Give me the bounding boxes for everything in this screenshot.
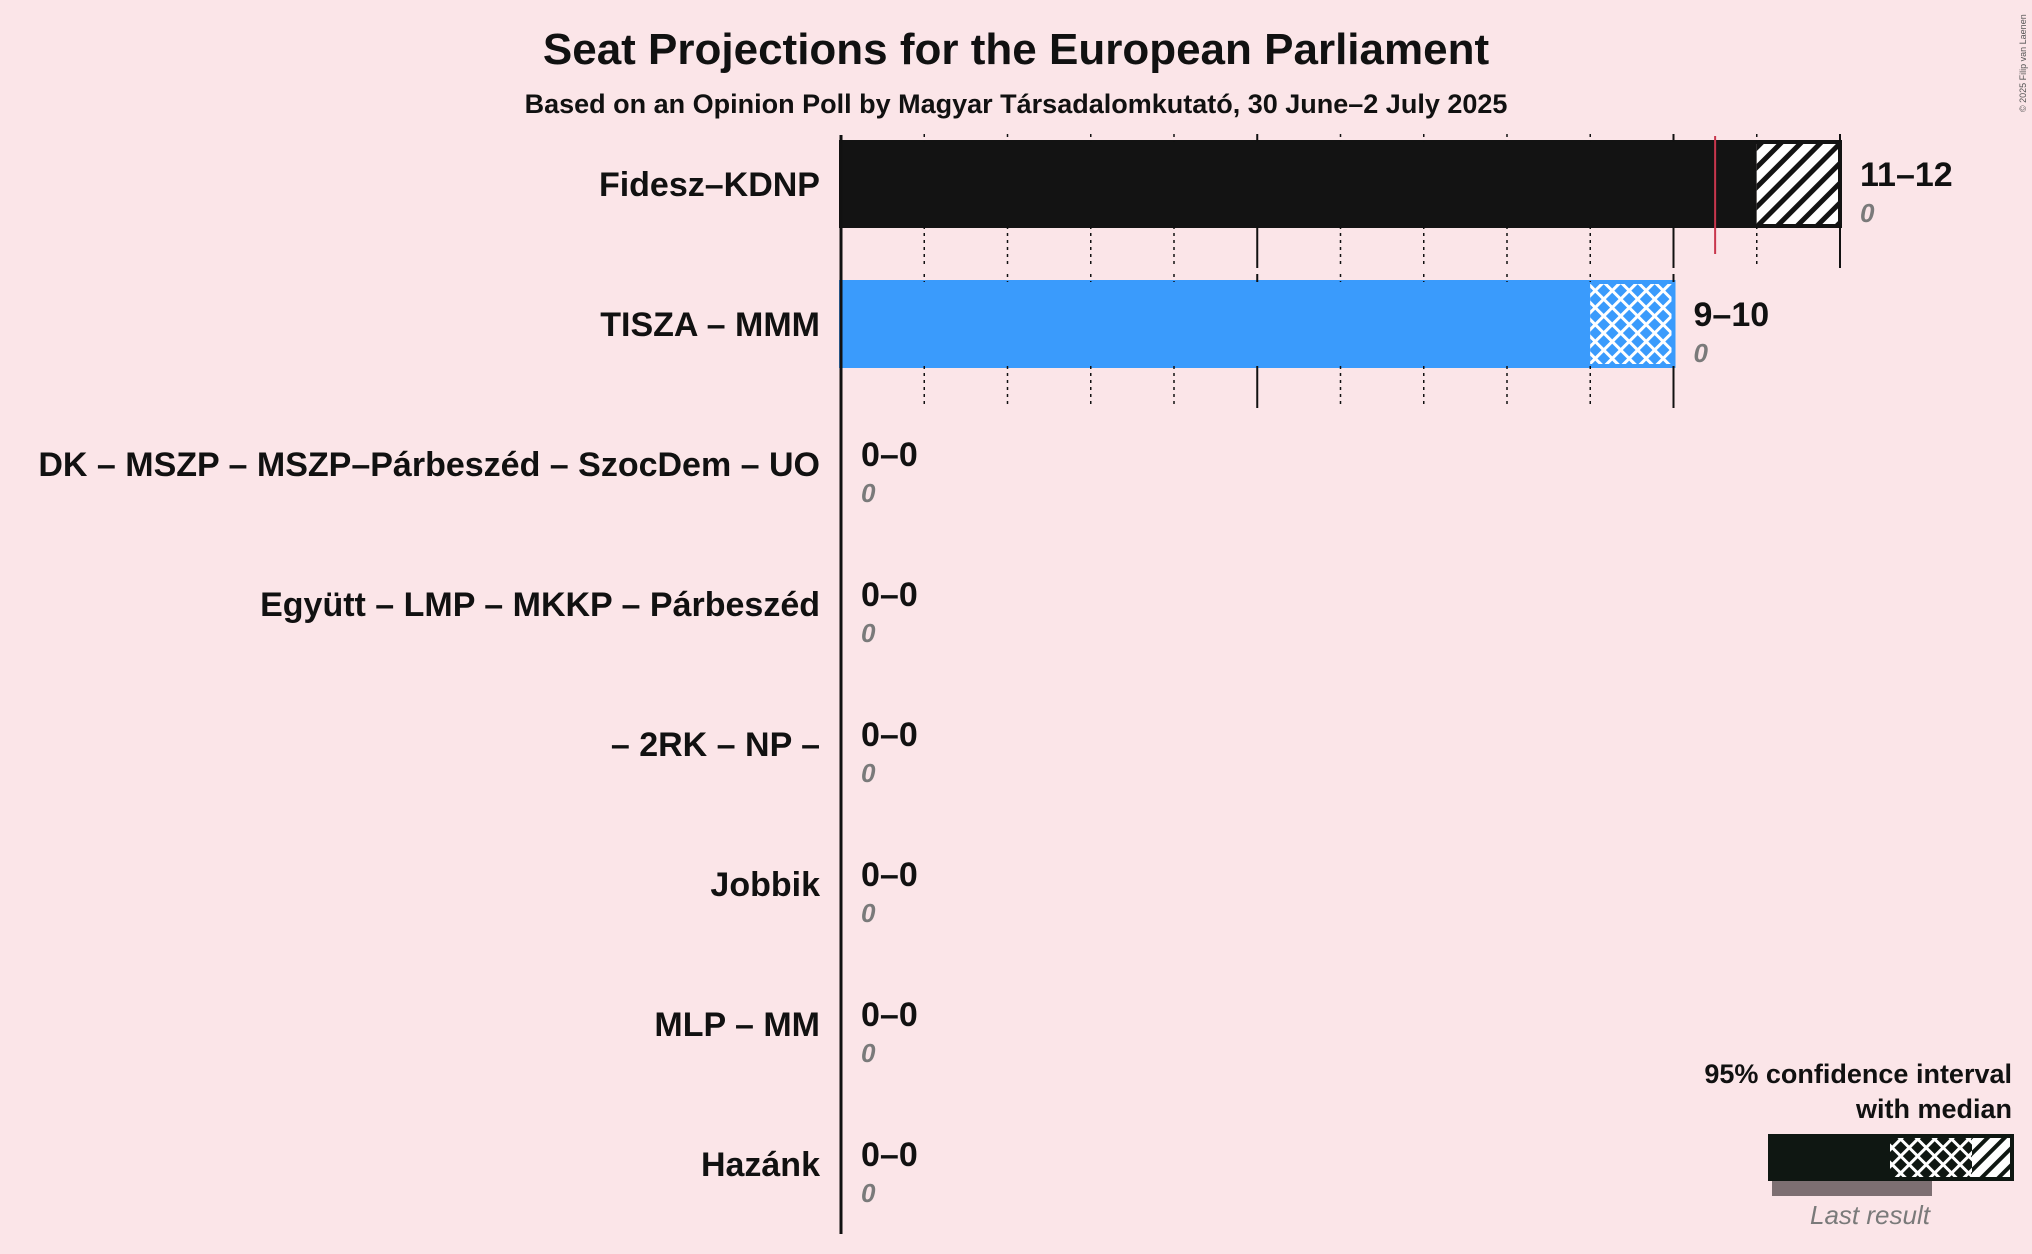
last-result-label: 0 [861, 1178, 876, 1208]
party-label: Együtt – LMP – MKKP – Párbeszéd [260, 586, 820, 624]
party-label: DK – MSZP – MSZP–Párbeszéd – SzocDem – U… [38, 446, 820, 484]
range-label: 9–10 [1694, 296, 1770, 334]
last-result-label: 0 [1694, 338, 1709, 368]
legend-line2: with median [1855, 1094, 2012, 1124]
legend-last-result-label: Last result [1810, 1200, 1932, 1230]
legend: 95% confidence interval with median Last… [1704, 1059, 2014, 1230]
bar-solid [841, 282, 1591, 366]
party-label: TISZA – MMM [600, 306, 820, 344]
party-label: MLP – MM [654, 1006, 820, 1044]
range-label: 0–0 [861, 576, 918, 614]
bar-interval [1590, 282, 1674, 366]
party-label: – 2RK – NP – [611, 726, 820, 764]
bar-solid [841, 142, 1757, 226]
last-result-label: 0 [861, 478, 876, 508]
range-label: 0–0 [861, 436, 918, 474]
last-result-label: 0 [1860, 198, 1875, 228]
range-label: 11–12 [1860, 156, 1953, 194]
legend-diagonal-swatch [1972, 1136, 2012, 1179]
legend-crosshatch-swatch [1890, 1136, 1972, 1179]
range-label: 0–0 [861, 1136, 918, 1174]
chart-title: Seat Projections for the European Parlia… [543, 25, 1490, 74]
last-result-label: 0 [861, 1038, 876, 1068]
party-label: Hazánk [701, 1146, 820, 1184]
last-result-label: 0 [861, 758, 876, 788]
range-label: 0–0 [861, 996, 918, 1034]
copyright-note: © 2025 Filip van Laenen [2018, 14, 2028, 112]
party-label: Fidesz–KDNP [599, 166, 820, 204]
bar-interval [1756, 142, 1840, 226]
plot-area: Fidesz–KDNP 11–12 0 TISZA – MMM 9–10 0 DK – MS… [38, 134, 1953, 1234]
last-result-label: 0 [861, 618, 876, 648]
chart-subtitle: Based on an Opinion Poll by Magyar Társa… [525, 89, 1508, 119]
party-label: Jobbik [710, 866, 820, 904]
legend-outline [1768, 1134, 2014, 1181]
legend-solid-swatch [1770, 1136, 1890, 1179]
last-result-label: 0 [861, 898, 876, 928]
range-label: 0–0 [861, 856, 918, 894]
legend-line1: 95% confidence interval [1704, 1059, 2012, 1089]
range-label: 0–0 [861, 716, 918, 754]
